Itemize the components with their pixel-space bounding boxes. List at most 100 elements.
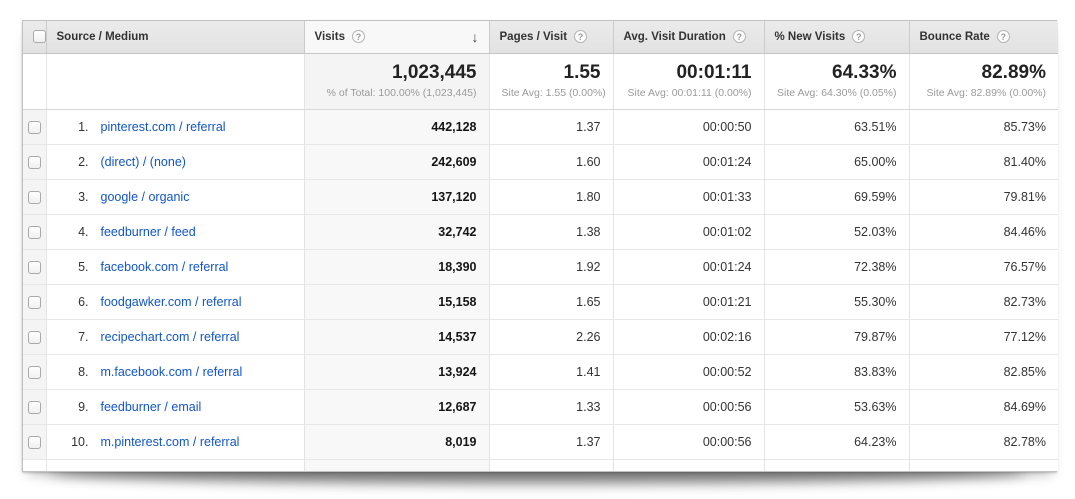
row-checkbox-cell xyxy=(23,283,47,319)
summary-pages-per-visit-value: 1.55 xyxy=(563,62,601,84)
visits-cell: 14,537 xyxy=(304,318,490,354)
source-medium-link[interactable]: facebook.com / referral xyxy=(100,259,229,274)
visits-cell: 242,609 xyxy=(304,143,490,179)
source-medium-cell: 3. google / organic xyxy=(46,178,305,214)
row-checkbox[interactable] xyxy=(27,225,41,239)
column-header-pages-per-visit[interactable]: Pages / Visit ? xyxy=(489,21,614,54)
visits-cell: 12,687 xyxy=(304,388,490,424)
summary-bounce-rate-cell: 82.89% Site Avg: 82.89% (0.00%) xyxy=(909,53,1058,110)
pages-per-visit-cell: 1.37 xyxy=(489,109,614,144)
summary-visits-cell: 1,023,445 % of Total: 100.00% (1,023,445… xyxy=(304,53,490,110)
source-medium-link[interactable]: feedburner / email xyxy=(100,399,202,414)
row-checkbox-cell xyxy=(23,353,47,389)
row-checkbox[interactable] xyxy=(27,155,41,169)
table-row: 10. m.pinterest.com / referral 8,019 1.37… xyxy=(23,423,1058,459)
select-all-checkbox[interactable] xyxy=(33,30,46,44)
visits-cell: 8,019 xyxy=(304,423,490,459)
row-checkbox[interactable] xyxy=(27,400,41,414)
column-header-avg-visit-duration[interactable]: Avg. Visit Duration ? xyxy=(613,21,765,54)
source-medium-link[interactable]: feedburner / feed xyxy=(100,224,196,239)
bounce-rate-cell: 82.78% xyxy=(909,423,1058,459)
visits-cell: 137,120 xyxy=(304,178,490,214)
table-row: 9. feedburner / email 12,687 1.33 00:00:5… xyxy=(23,388,1058,424)
row-checkbox[interactable] xyxy=(27,260,41,274)
column-header-visits[interactable]: Visits ? ↓ xyxy=(304,21,490,54)
help-icon[interactable]: ? xyxy=(732,30,746,44)
source-medium-link[interactable]: pinterest.com / referral xyxy=(100,119,226,134)
source-medium-link[interactable]: foodgawker.com / referral xyxy=(100,294,242,309)
column-header-bounce-rate[interactable]: Bounce Rate ? xyxy=(909,21,1058,54)
source-medium-cell: 4. feedburner / feed xyxy=(46,213,305,249)
visits-cell: 18,390 xyxy=(304,248,490,284)
bounce-rate-cell: 81.40% xyxy=(909,143,1058,179)
visits-cell: 32,742 xyxy=(304,213,490,249)
summary-pages-per-visit-cell: 1.55 Site Avg: 1.55 (0.00%) xyxy=(489,53,614,110)
pct-new-visits-cell: 79.87% xyxy=(764,318,910,354)
summary-pct-new-visits-subtext: Site Avg: 64.30% (0.05%) xyxy=(777,86,897,99)
source-medium-cell: 9. feedburner / email xyxy=(46,388,305,424)
row-checkbox-cell xyxy=(23,109,47,144)
data-table: Source / Medium Visits ? ↓ Pages / Visit xyxy=(23,21,1058,471)
avg-visit-duration-cell: 00:00:56 xyxy=(613,388,765,424)
row-checkbox-cell xyxy=(23,248,47,284)
avg-visit-duration-cell: 00:01:02 xyxy=(613,213,765,249)
row-rank: 7. xyxy=(78,329,89,344)
column-label: Avg. Visit Duration xyxy=(623,30,726,43)
source-medium-link[interactable]: m.pinterest.com / referral xyxy=(100,434,240,449)
summary-avg-visit-duration-cell: 00:01:11 Site Avg: 00:01:11 (0.00%) xyxy=(613,53,765,110)
pages-per-visit-cell: 1.33 xyxy=(489,388,614,424)
avg-visit-duration-cell: 00:00:50 xyxy=(613,109,765,144)
source-medium-cell: 2. (direct) / (none) xyxy=(46,143,305,179)
summary-bounce-rate-value: 82.89% xyxy=(981,62,1046,84)
source-medium-link[interactable]: m.facebook.com / referral xyxy=(100,364,243,379)
help-icon[interactable]: ? xyxy=(351,30,365,44)
row-checkbox-cell xyxy=(23,213,47,249)
visits-cell: 13,924 xyxy=(304,353,490,389)
help-icon[interactable]: ? xyxy=(574,30,588,44)
pages-per-visit-cell: 1.92 xyxy=(489,248,614,284)
table-footer-filler xyxy=(23,458,1058,471)
pages-per-visit-cell: 1.38 xyxy=(489,213,614,249)
source-medium-cell: 5. facebook.com / referral xyxy=(46,248,305,284)
source-medium-link[interactable]: (direct) / (none) xyxy=(100,154,186,169)
source-medium-link[interactable]: recipechart.com / referral xyxy=(100,329,240,344)
row-rank: 2. xyxy=(78,154,89,169)
avg-visit-duration-cell: 00:00:52 xyxy=(613,353,765,389)
table-row: 8. m.facebook.com / referral 13,924 1.41 … xyxy=(23,353,1058,389)
summary-visits-subtext: % of Total: 100.00% (1,023,445) xyxy=(326,86,477,99)
row-checkbox[interactable] xyxy=(27,120,41,134)
bounce-rate-cell: 77.12% xyxy=(909,318,1058,354)
source-medium-cell: 8. m.facebook.com / referral xyxy=(46,353,305,389)
analytics-source-medium-table: Source / Medium Visits ? ↓ Pages / Visit xyxy=(22,20,1058,472)
source-medium-cell: 7. recipechart.com / referral xyxy=(46,318,305,354)
column-header-source-medium[interactable]: Source / Medium xyxy=(46,21,305,54)
table-row: 7. recipechart.com / referral 14,537 2.26… xyxy=(23,318,1058,354)
row-checkbox[interactable] xyxy=(27,190,41,204)
pages-per-visit-cell: 1.60 xyxy=(489,143,614,179)
column-header-pct-new-visits[interactable]: % New Visits ? xyxy=(764,21,910,54)
bounce-rate-cell: 79.81% xyxy=(909,178,1058,214)
help-icon[interactable]: ? xyxy=(996,30,1010,44)
table-row: 4. feedburner / feed 32,742 1.38 00:01:02… xyxy=(23,213,1058,249)
row-checkbox[interactable] xyxy=(27,365,41,379)
summary-pct-new-visits-cell: 64.33% Site Avg: 64.30% (0.05%) xyxy=(764,53,910,110)
pct-new-visits-cell: 83.83% xyxy=(764,353,910,389)
column-label: Pages / Visit xyxy=(499,30,568,43)
pct-new-visits-cell: 65.00% xyxy=(764,143,910,179)
source-medium-link[interactable]: google / organic xyxy=(100,189,190,204)
summary-bounce-rate-subtext: Site Avg: 82.89% (0.00%) xyxy=(926,86,1046,99)
summary-checkbox-cell xyxy=(23,53,47,110)
row-checkbox-cell xyxy=(23,143,47,179)
bounce-rate-cell: 82.85% xyxy=(909,353,1058,389)
row-checkbox[interactable] xyxy=(27,435,41,449)
row-checkbox[interactable] xyxy=(27,295,41,309)
row-rank: 6. xyxy=(78,294,89,309)
row-checkbox-cell xyxy=(23,388,47,424)
pct-new-visits-cell: 55.30% xyxy=(764,283,910,319)
summary-avg-visit-duration-subtext: Site Avg: 00:01:11 (0.00%) xyxy=(627,86,752,99)
pages-per-visit-cell: 1.41 xyxy=(489,353,614,389)
avg-visit-duration-cell: 00:02:16 xyxy=(613,318,765,354)
row-checkbox[interactable] xyxy=(27,330,41,344)
help-icon[interactable]: ? xyxy=(852,30,866,44)
